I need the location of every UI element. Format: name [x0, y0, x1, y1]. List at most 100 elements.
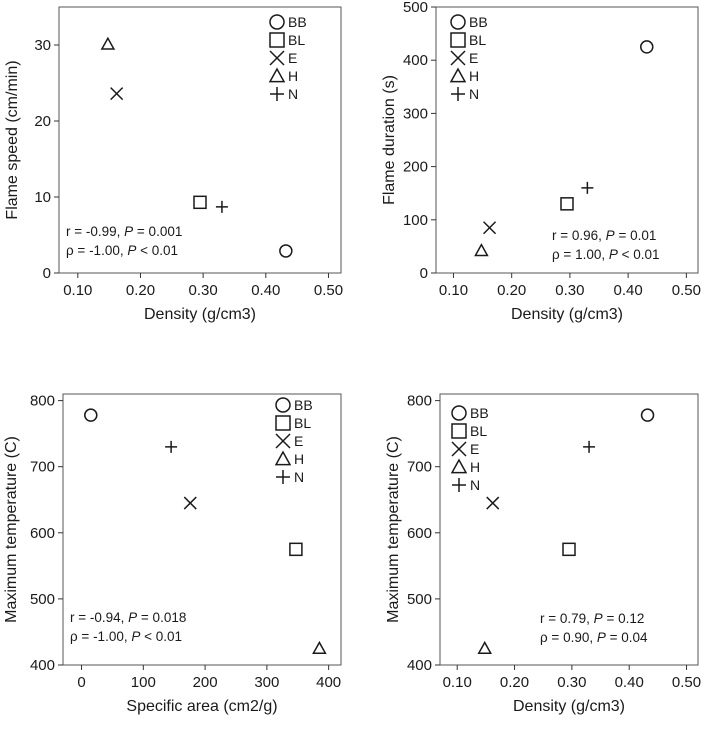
legend-marker-e — [451, 441, 467, 457]
chart-panel-3: 0 100 200 300 400 400 500 600 700 800 Specific are… — [3, 393, 342, 715]
legend-marker-n — [451, 87, 465, 101]
data-point-h — [312, 640, 327, 655]
legend-label-bl: BL — [470, 423, 487, 439]
x-tick-label: 400 — [316, 674, 341, 691]
y-tick-label: 500 — [407, 591, 432, 608]
stats-line-1: r = 0.79, P = 0.12 — [540, 611, 644, 626]
data-point-bl — [289, 542, 303, 557]
data-point-n — [583, 440, 596, 453]
y-tick-label: 400 — [30, 657, 55, 674]
legend-label-bb: BB — [470, 405, 489, 421]
x-axis-label: Specific area (cm2/g) — [126, 698, 277, 715]
legend-label-bb: BB — [288, 14, 307, 30]
x-axis-label: Density (g/cm3) — [144, 306, 256, 323]
data-point-h — [477, 640, 492, 655]
legend-marker-h — [450, 458, 468, 474]
data-point-h — [474, 243, 489, 257]
legend-label-n: N — [294, 469, 304, 485]
data-point-e — [110, 87, 124, 101]
plot-frame — [435, 6, 699, 274]
x-tick-label: 0.30 — [557, 674, 586, 691]
legend-label-bb: BB — [294, 397, 313, 413]
legend-marker-bl — [269, 32, 285, 48]
data-point-n — [165, 440, 178, 453]
legend-label-n: N — [469, 86, 479, 102]
legend-label-bb: BB — [469, 14, 488, 30]
legend-marker-e — [269, 50, 285, 66]
x-tick-label: 0.40 — [614, 282, 643, 299]
x-tick-label: 0.20 — [126, 282, 155, 299]
y-tick-label: 400 — [407, 657, 432, 674]
y-tick-label: 600 — [30, 525, 55, 542]
data-point-bb — [84, 408, 98, 422]
x-tick-label: 0.40 — [615, 674, 644, 691]
x-tick-label: 0.40 — [251, 282, 280, 299]
x-tick-label: 0.30 — [555, 282, 584, 299]
legend-label-n: N — [288, 86, 298, 102]
legend-label-e: E — [469, 50, 478, 66]
y-tick-label: 500 — [403, 0, 428, 16]
legend-marker-n — [270, 87, 284, 101]
legend-marker-bb — [451, 405, 467, 421]
x-tick-label: 0.10 — [63, 282, 92, 299]
data-point-bb — [640, 408, 655, 422]
x-tick-label: 0.20 — [500, 674, 529, 691]
stats-line-1: r = 0.96, P = 0.01 — [552, 228, 656, 243]
y-tick-label: 500 — [30, 591, 55, 608]
legend-marker-bb — [450, 14, 466, 30]
legend-marker-h — [268, 67, 286, 83]
legend-marker-n — [452, 478, 466, 492]
y-tick-label: 800 — [407, 393, 432, 410]
y-tick-label: 700 — [407, 459, 432, 476]
plot-frame — [58, 6, 342, 274]
x-tick-label: 0.20 — [497, 282, 526, 299]
legend-marker-bl — [451, 423, 467, 439]
y-tick-label: 400 — [403, 52, 428, 69]
stats-line-1: r = -0.94, P = 0.018 — [70, 610, 186, 625]
x-tick-label: 200 — [193, 674, 218, 691]
y-tick-label: 300 — [403, 105, 428, 122]
data-point-bl — [193, 195, 207, 210]
x-tick-label: 100 — [131, 674, 156, 691]
y-tick-label: 10 — [34, 189, 51, 206]
legend-marker-e — [275, 433, 291, 449]
y-tick-label: 800 — [30, 393, 55, 410]
y-tick-label: 600 — [407, 525, 432, 542]
legend-label-e: E — [294, 433, 303, 449]
data-point-n — [215, 200, 228, 213]
stats-line-2: ρ = 1.00, P < 0.01 — [552, 247, 660, 262]
x-tick-label: 0.10 — [439, 282, 468, 299]
legend-label-e: E — [470, 441, 479, 457]
legend-label-bl: BL — [294, 415, 311, 431]
stats-line-1: r = -0.99, P = 0.001 — [66, 224, 182, 239]
legend-marker-e — [450, 50, 466, 66]
data-point-h — [100, 36, 116, 50]
stats-line-2: ρ = 0.90, P = 0.04 — [540, 630, 648, 645]
legend-marker-h — [274, 450, 292, 466]
x-tick-label: 300 — [254, 674, 279, 691]
y-tick-label: 700 — [30, 459, 55, 476]
data-point-bb — [279, 244, 293, 258]
x-tick-label: 0 — [77, 674, 85, 691]
x-tick-label: 0.50 — [672, 674, 701, 691]
y-tick-label: 30 — [34, 37, 51, 54]
chart-panel-1: 0.10 0.20 0.30 0.40 0.50 0 10 20 30 Density (g/cm… — [4, 6, 343, 323]
legend-label-h: H — [469, 68, 479, 84]
chart-panel-2: 0.10 0.20 0.30 0.40 0.50 0 100 200 300 400 500 Dens… — [381, 0, 701, 323]
x-axis-label: Density (g/cm3) — [511, 306, 623, 323]
legend-marker-bb — [269, 14, 285, 30]
legend-marker-bb — [275, 397, 291, 413]
legend-label-bl: BL — [469, 32, 486, 48]
y-axis-label: Flame duration (s) — [381, 75, 398, 205]
chart-panel-4: 0.10 0.20 0.30 0.40 0.50 400 500 600 700 800 Densi… — [385, 393, 701, 715]
y-tick-label: 200 — [403, 159, 428, 176]
legend-label-bl: BL — [288, 32, 305, 48]
stats-line-2: ρ = -1.00, P < 0.01 — [66, 243, 178, 258]
data-point-e — [483, 221, 497, 235]
legend-label-n: N — [470, 477, 480, 493]
data-point-n — [581, 181, 594, 194]
data-point-bl — [560, 197, 574, 211]
plot-frame — [62, 393, 342, 666]
y-tick-label: 20 — [34, 113, 51, 130]
